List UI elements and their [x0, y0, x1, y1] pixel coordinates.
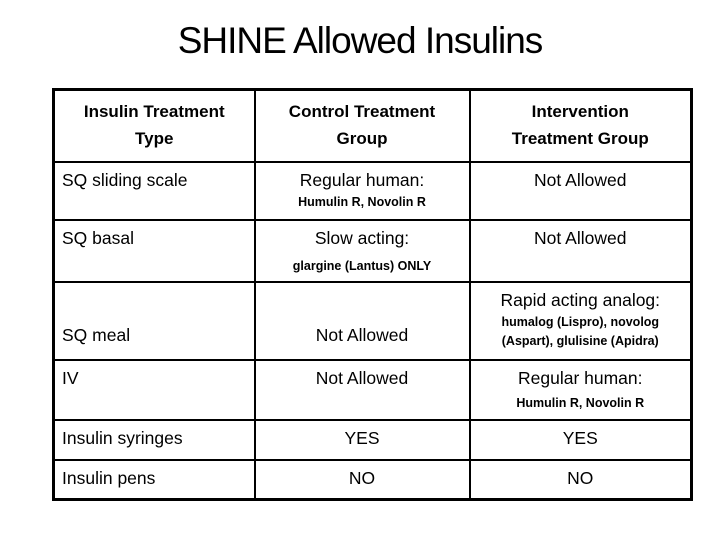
cell-type: IV	[52, 358, 256, 421]
cell-intervention-group: NO	[468, 458, 693, 501]
cell-main-text: SQ sliding scale	[62, 169, 188, 190]
cell-control-group: YES	[253, 418, 471, 461]
cell-sub-text: humalog (Lispro), novolog (Aspart), glul…	[501, 315, 660, 348]
cell-main-text: Slow acting:	[314, 227, 410, 248]
row-sq-basal: SQ basal Slow acting: glargine (Lantus) …	[52, 218, 693, 283]
cell-sub-text: Humulin R, Novolin R	[298, 195, 426, 210]
header-line: Treatment Group	[511, 128, 649, 148]
header-intervention-treatment-group: Intervention Treatment Group	[468, 88, 693, 163]
cell-sub-text: Humulin R, Novolin R	[516, 396, 645, 411]
cell-main-text: NO	[567, 467, 594, 488]
cell-control-group: Slow acting: glargine (Lantus) ONLY	[253, 218, 471, 283]
cell-sub-text: glargine (Lantus) ONLY	[292, 259, 432, 274]
cell-type: Insulin syringes	[52, 418, 256, 461]
header-line: Type	[135, 128, 174, 148]
cell-main-text: Not Allowed	[315, 324, 409, 345]
cell-intervention-group: Not Allowed	[468, 160, 693, 221]
cell-type: Insulin pens	[52, 458, 256, 501]
cell-intervention-group: Rapid acting analog: humalog (Lispro), n…	[468, 280, 693, 361]
cell-type: SQ meal	[52, 280, 256, 361]
cell-main-text: NO	[348, 467, 376, 488]
cell-main-text: Regular human:	[517, 367, 643, 388]
row-insulin-pens: Insulin pens NO NO	[52, 458, 693, 501]
cell-main-text: Not Allowed	[315, 367, 409, 388]
cell-type: SQ basal	[52, 218, 256, 283]
header-insulin-treatment-type: Insulin Treatment Type	[52, 88, 256, 163]
cell-main-text: Regular human:	[299, 169, 425, 190]
cell-control-group: Regular human: Humulin R, Novolin R	[253, 160, 471, 221]
cell-main-text: YES	[344, 428, 380, 449]
row-iv: IV Not Allowed Regular human: Humulin R,…	[52, 358, 693, 421]
cell-intervention-group: Not Allowed	[468, 218, 693, 283]
cell-control-group: Not Allowed	[253, 358, 471, 421]
cell-main-text: Rapid acting analog:	[500, 289, 661, 310]
cell-main-text: IV	[62, 367, 79, 388]
cell-main-text: Not Allowed	[534, 169, 627, 190]
cell-main-text: SQ basal	[62, 227, 134, 248]
page-title: SHINE Allowed Insulins	[177, 20, 544, 61]
header-line: Control Treatment	[288, 102, 436, 122]
cell-control-group: Not Allowed	[253, 280, 471, 361]
cell-main-text: Not Allowed	[534, 227, 627, 248]
row-sq-sliding-scale: SQ sliding scale Regular human: Humulin …	[52, 160, 693, 221]
cell-control-group: NO	[253, 458, 471, 501]
cell-main-text: Insulin pens	[62, 467, 156, 488]
header-control-treatment-group: Control Treatment Group	[253, 88, 471, 163]
cell-main-text: YES	[562, 428, 598, 449]
header-line: Insulin Treatment	[83, 102, 225, 122]
header-row: Insulin Treatment Type Control Treatment…	[52, 88, 693, 163]
row-sq-meal: SQ meal Not Allowed Rapid acting analog:…	[52, 280, 693, 361]
header-line: Group	[336, 128, 388, 148]
allowed-insulins-table: Insulin Treatment Type Control Treatment…	[52, 88, 693, 501]
header-line: Intervention	[531, 102, 629, 122]
cell-type: SQ sliding scale	[52, 160, 256, 221]
cell-main-text: SQ meal	[62, 324, 131, 345]
cell-intervention-group: Regular human: Humulin R, Novolin R	[468, 358, 693, 421]
row-insulin-syringes: Insulin syringes YES YES	[52, 418, 693, 461]
cell-main-text: Insulin syringes	[62, 428, 183, 449]
cell-intervention-group: YES	[468, 418, 693, 461]
